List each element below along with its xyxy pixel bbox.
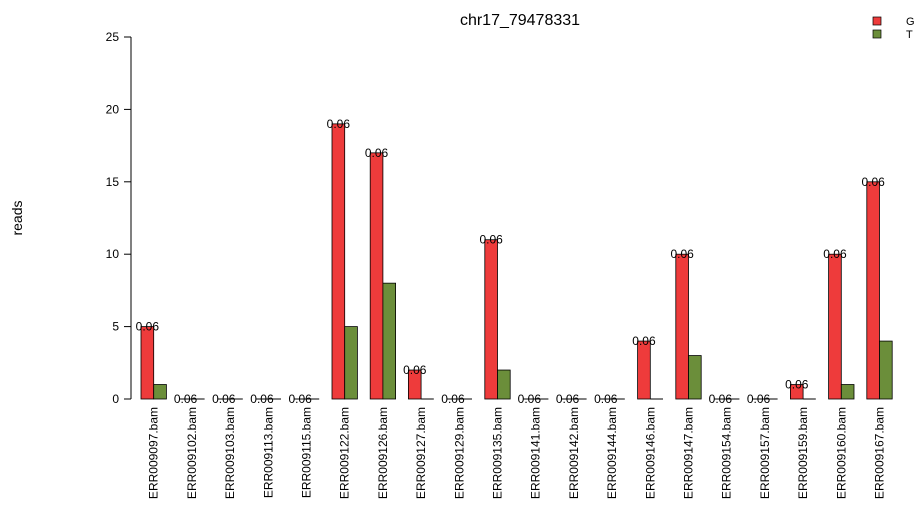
x-tick-label: ERR009157.bam xyxy=(758,407,772,499)
bar-value-label: 0.06 xyxy=(365,146,389,160)
x-tick-labels: ERR009097.bam ERR009102.bam ERR009103.bam E… xyxy=(147,407,887,499)
bar-labels-layer: 0.06 0.06 0.06 0.06 0.06 0.06 0.06 0.06 0.06 0.06… xyxy=(136,117,885,406)
x-tick-label: ERR009127.bam xyxy=(414,407,428,499)
x-tick-label: ERR009115.bam xyxy=(300,407,314,498)
bar-value-label: 0.06 xyxy=(479,233,503,247)
x-tick-label: ERR009113.bam xyxy=(261,407,275,498)
bar-G-7 xyxy=(407,369,422,400)
bar-T-5 xyxy=(344,326,358,400)
bar-value-label: 0.06 xyxy=(670,247,694,261)
x-tick-label: ERR009167.bam xyxy=(873,407,887,499)
bar-value-label: 0.06 xyxy=(518,392,542,406)
bar-G-14 xyxy=(675,253,689,400)
legend: GT xyxy=(872,16,915,41)
bar-value-label: 0.06 xyxy=(327,117,351,131)
bar-value-label: 0.06 xyxy=(823,247,847,261)
bar-G-6 xyxy=(369,152,384,400)
bar-T-14 xyxy=(688,355,702,400)
bar-G-13 xyxy=(637,340,651,400)
y-tick-label: 15 xyxy=(106,175,120,189)
legend-label-T: T xyxy=(906,29,913,41)
x-tick-label: ERR009142.bam xyxy=(567,407,581,499)
x-tick-label: ERR009103.bam xyxy=(223,407,237,499)
bar-value-label: 0.06 xyxy=(288,392,312,406)
x-tick-label: ERR009122.bam xyxy=(338,407,352,499)
x-tick-label: ERR009135.bam xyxy=(491,407,505,499)
y-tick-label: 25 xyxy=(106,30,120,44)
legend-swatch-T xyxy=(872,29,882,39)
bar-value-label: 0.06 xyxy=(556,392,580,406)
legend-swatch-G xyxy=(872,16,882,26)
y-axis: 0 5 10 15 20 25 xyxy=(106,30,132,406)
y-tick-label: 5 xyxy=(112,320,119,334)
bar-value-label: 0.06 xyxy=(709,392,733,406)
bar-value-label: 0.06 xyxy=(747,392,771,406)
bar-value-label: 0.06 xyxy=(441,392,465,406)
bar-G-5 xyxy=(331,123,346,400)
bar-value-label: 0.06 xyxy=(632,334,656,348)
x-tick-label: ERR009141.bam xyxy=(529,407,543,499)
bar-value-label: 0.06 xyxy=(785,378,809,392)
bar-value-label: 0.06 xyxy=(212,392,236,406)
y-tick-label: 20 xyxy=(106,102,120,116)
bar-G-9 xyxy=(484,239,498,400)
bar-T-6 xyxy=(382,282,396,400)
bar-value-label: 0.06 xyxy=(136,320,160,334)
bar-value-label: 0.06 xyxy=(594,392,618,406)
bar-value-label: 0.06 xyxy=(250,392,274,406)
x-tick-label: ERR009159.bam xyxy=(796,407,810,499)
bar-T-9 xyxy=(497,369,511,400)
x-tick-label: ERR009147.bam xyxy=(682,407,696,499)
x-tick-label: ERR009160.bam xyxy=(834,407,848,499)
bar-value-label: 0.06 xyxy=(861,175,885,189)
bar-T-19 xyxy=(879,340,893,400)
y-tick-label: 0 xyxy=(112,392,119,406)
bar-value-label: 0.06 xyxy=(403,363,427,377)
x-tick-label: ERR009126.bam xyxy=(376,407,390,499)
bar-T-0 xyxy=(153,384,167,400)
y-axis-label: reads xyxy=(9,200,25,235)
bar-G-19 xyxy=(866,181,880,400)
bar-G-0 xyxy=(140,326,155,400)
x-tick-label: ERR009144.bam xyxy=(605,407,619,499)
x-tick-label: ERR009146.bam xyxy=(643,407,657,499)
x-tick-label: ERR009154.bam xyxy=(720,407,734,499)
bar-G-17 xyxy=(790,384,804,400)
legend-label-G: G xyxy=(906,16,915,28)
bar-value-label: 0.06 xyxy=(174,392,198,406)
bar-T-18 xyxy=(840,384,855,400)
x-tick-label: ERR009129.bam xyxy=(452,407,466,499)
x-tick-label: ERR009097.bam xyxy=(147,407,161,499)
bar-G-18 xyxy=(828,253,842,400)
bars-layer xyxy=(140,123,893,400)
y-tick-label: 10 xyxy=(106,247,120,261)
x-tick-label: ERR009102.bam xyxy=(185,407,199,499)
chart-title: chr17_79478331 xyxy=(460,12,580,29)
